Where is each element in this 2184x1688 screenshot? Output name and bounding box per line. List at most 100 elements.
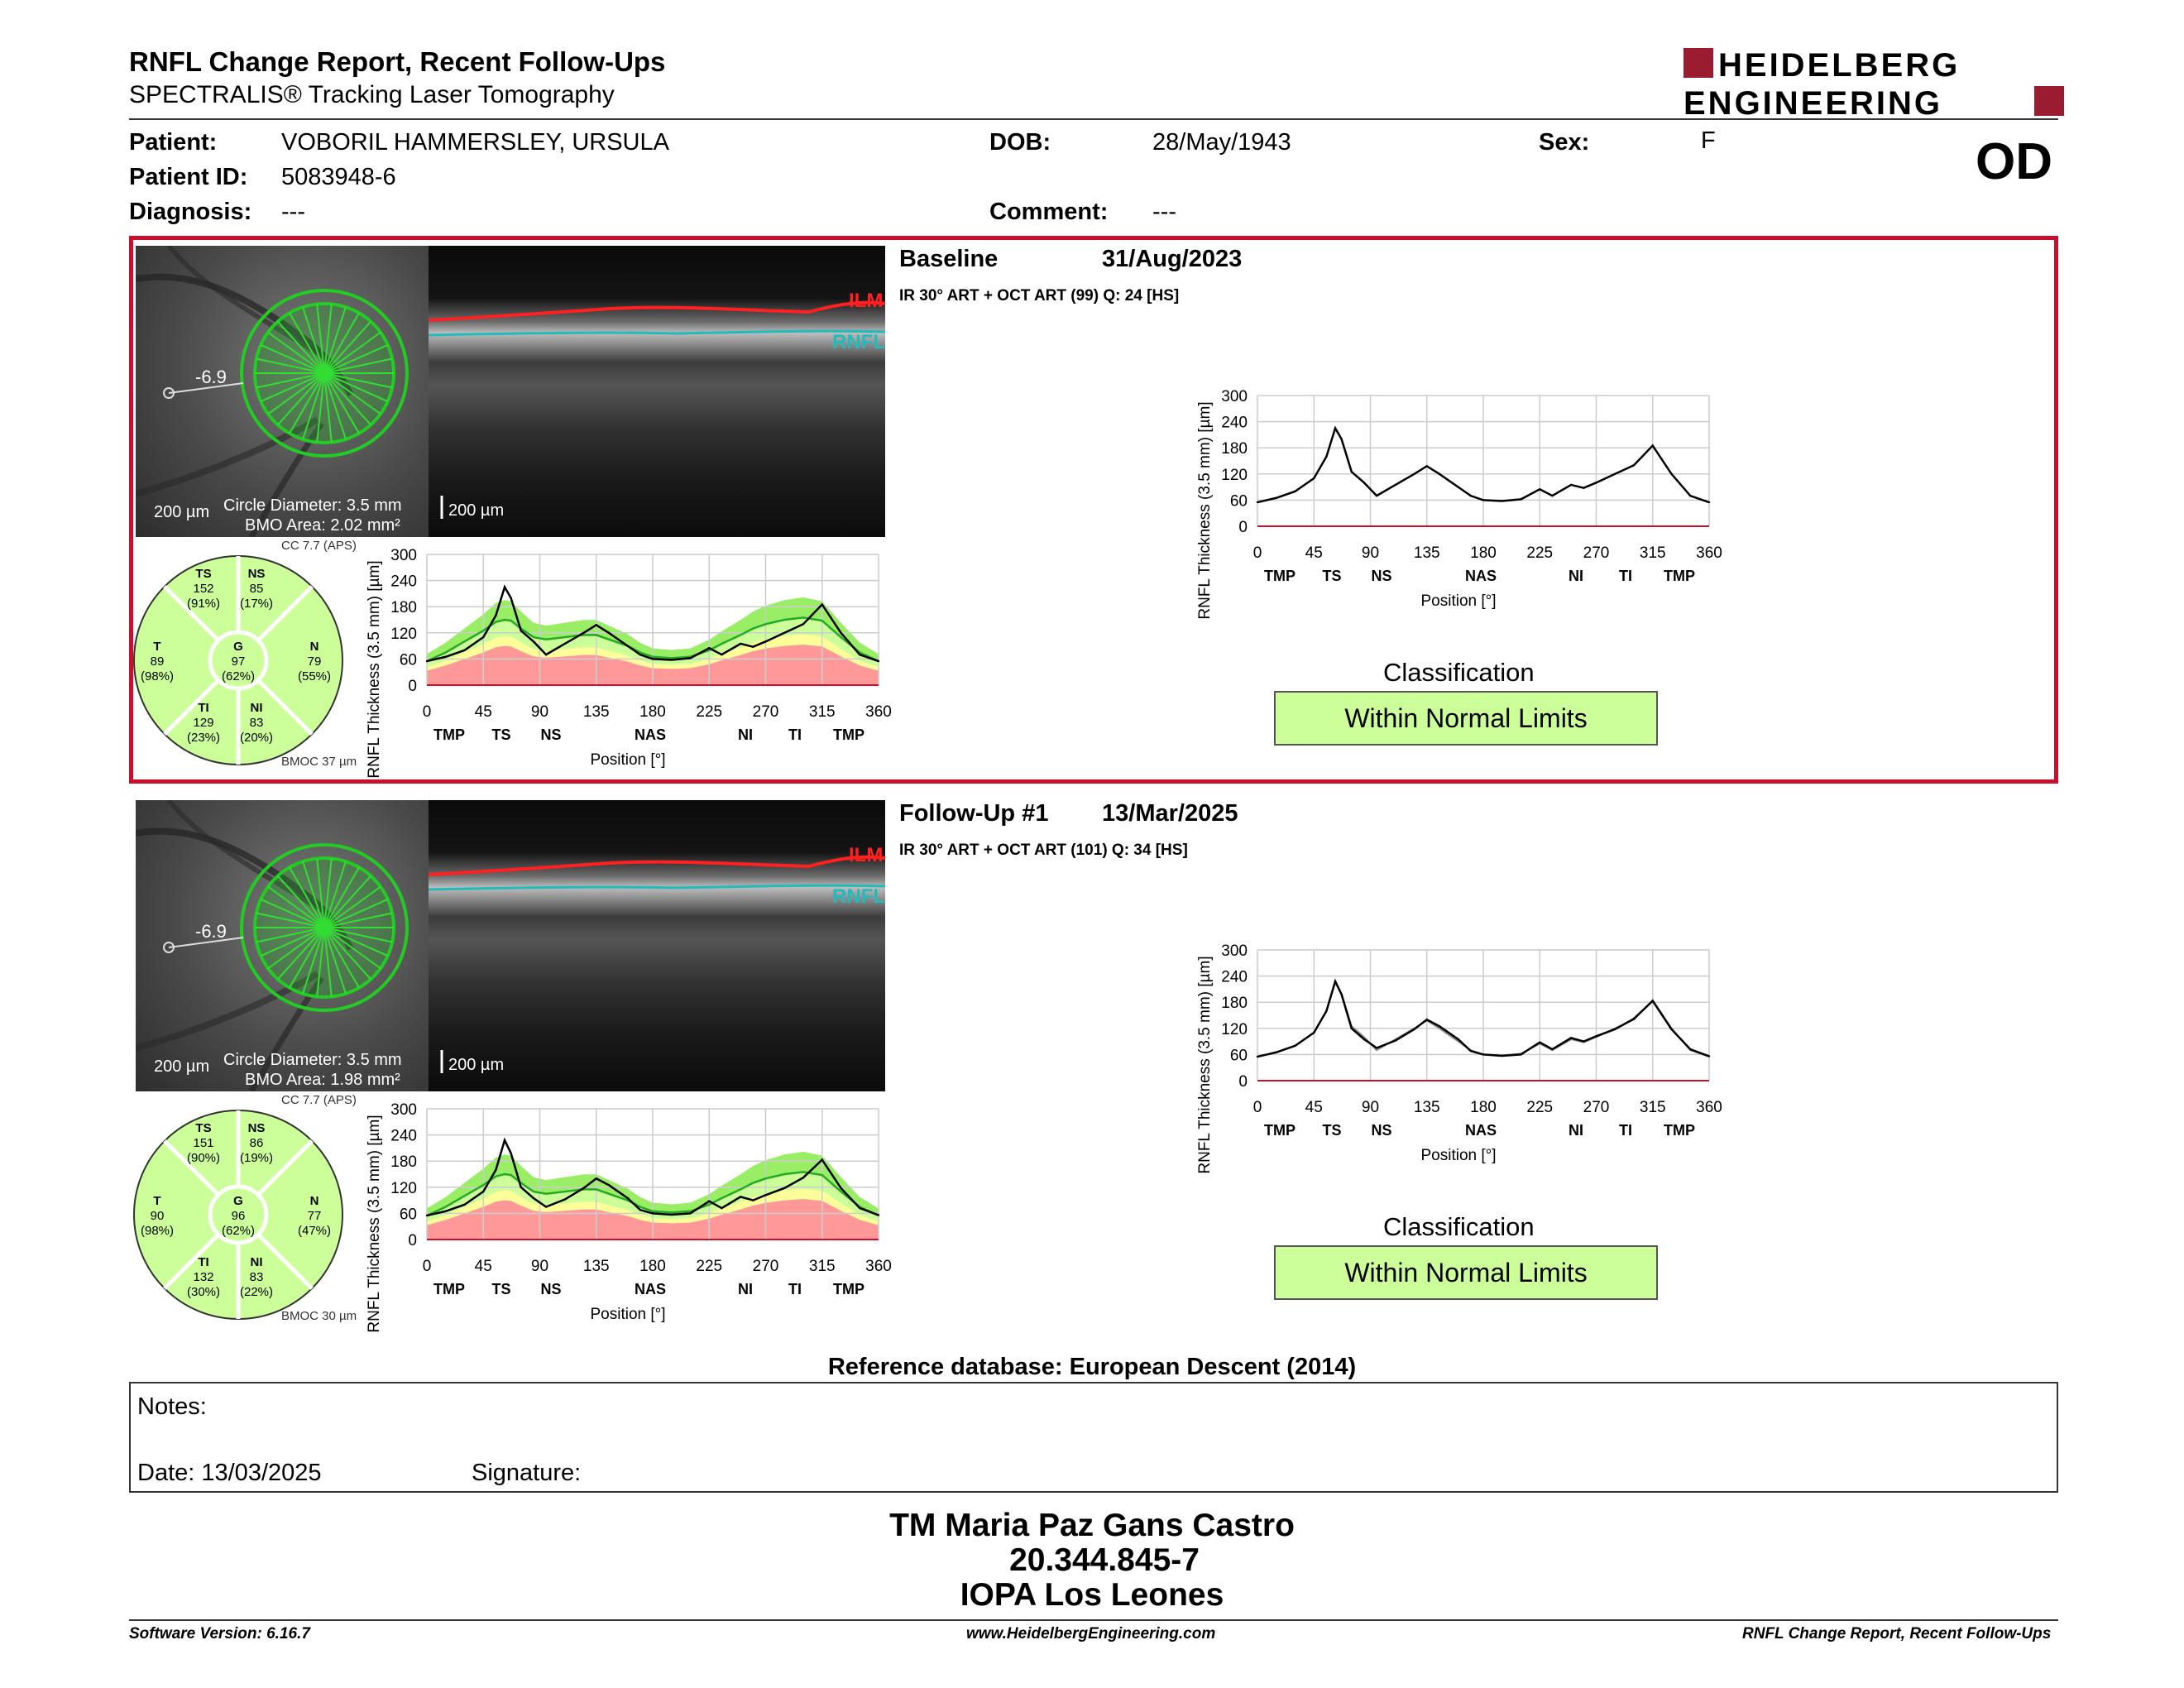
sector-ns-label: NS <box>248 567 266 581</box>
x-tick-label: 270 <box>1583 1099 1610 1116</box>
circle-diameter: Circle Diameter: 3.5 mm <box>223 496 402 515</box>
sector-t-percent: (98%) <box>141 1224 174 1238</box>
y-axis-label: RNFL Thickness (3.5 mm) [µm] <box>366 560 383 778</box>
patient-label: Patient: <box>129 129 218 156</box>
fundus-scale-label: 200 µm <box>154 503 210 521</box>
rnfl-data-point <box>752 645 754 648</box>
sector-ni-percent: (20%) <box>240 731 273 745</box>
sector-ti-value: 132 <box>193 1270 213 1284</box>
circle-offset-value: -6.9 <box>195 367 227 387</box>
rnfl-data-point <box>752 1199 754 1201</box>
rnfl-data-point <box>463 649 466 652</box>
cc-label: CC 7.7 (APS) <box>281 539 357 553</box>
sector-axis-label: TMP <box>433 727 465 743</box>
exam-title: Baseline <box>899 246 999 272</box>
rnfl-data-point <box>689 657 692 659</box>
rnfl-data-point <box>1363 1038 1366 1041</box>
rnfl-data-point <box>1539 488 1541 491</box>
sector-ni-value: 83 <box>250 716 264 730</box>
sector-axis-label: NS <box>1371 568 1391 584</box>
rnfl-data-point <box>544 1206 548 1208</box>
sector-axis-label: NI <box>738 727 753 743</box>
patient-name: VOBORIL HAMMERSLEY, URSULA <box>281 129 669 156</box>
x-tick-label: 180 <box>639 1258 666 1275</box>
rnfl-data-point <box>425 659 429 663</box>
rnfl-data-point <box>840 631 842 634</box>
rnfl-data-point <box>1363 482 1366 484</box>
website-link[interactable]: www.HeidelbergEngineering.com <box>966 1625 1216 1642</box>
y-tick-label: 300 <box>390 547 417 564</box>
sector-ts-percent: (91%) <box>187 597 220 611</box>
sector-axis-label: NS <box>1371 1122 1391 1139</box>
rnfl-data-point <box>510 1152 512 1154</box>
rnfl-data-point <box>607 1183 611 1187</box>
rnfl-data-point <box>670 1213 673 1216</box>
bmo-area: BMO Area: 2.02 mm² <box>245 516 400 535</box>
x-axis-label: Position [°] <box>1420 1147 1496 1164</box>
ilm-label: ILM <box>849 290 883 312</box>
rnfl-data-point <box>1670 1028 1673 1031</box>
x-tick-label: 135 <box>583 703 610 721</box>
x-tick-label: 135 <box>583 1258 610 1275</box>
rnfl-data-point <box>689 1212 692 1215</box>
fundus-scale-label: 200 µm <box>154 1057 210 1076</box>
classification-label: Classification <box>1383 1212 1535 1241</box>
oct-bscan-image: ILM RNFL <box>429 800 885 1091</box>
y-tick-label: 60 <box>400 651 417 669</box>
y-tick-label: 300 <box>1221 942 1248 960</box>
sector-ts-percent: (90%) <box>187 1151 220 1165</box>
rnfl-data-point <box>1425 465 1428 468</box>
sector-ti-value: 129 <box>193 716 213 730</box>
sector-axis-label: NI <box>738 1281 753 1297</box>
x-tick-label: 45 <box>475 703 492 721</box>
rnfl-data-point <box>595 624 597 626</box>
sector-axis-label: NAS <box>635 727 666 743</box>
rnfl-data-point <box>1457 1038 1459 1041</box>
rnfl-data-point <box>670 659 673 661</box>
rnfl-data-point <box>821 1158 823 1161</box>
rnfl-data-point <box>520 1186 522 1188</box>
rnfl-data-point <box>1438 472 1441 475</box>
rnfl-data-point <box>1394 1039 1397 1042</box>
sector-t-value: 90 <box>151 1209 165 1223</box>
scan-info: IR 30° ART + OCT ART (101) Q: 34 [HS] <box>899 842 1188 859</box>
svg-text:HEIDELBERG: HEIDELBERG <box>1718 47 1960 84</box>
x-tick-label: 315 <box>1640 544 1666 562</box>
x-tick-label: 135 <box>1414 1099 1440 1116</box>
sector-axis-label: TS <box>1322 568 1341 584</box>
x-tick-label: 135 <box>1414 544 1440 562</box>
rnfl-data-point <box>639 1208 642 1211</box>
y-axis-label: RNFL Thickness (3.5 mm) [µm] <box>1196 401 1214 619</box>
rnfl-data-point <box>1438 1024 1441 1028</box>
sector-ns-label: NS <box>248 1121 266 1135</box>
rnfl-data-point <box>563 1198 567 1201</box>
rnfl-series-line <box>1257 425 1710 504</box>
rnfl-data-point <box>1313 1031 1315 1034</box>
rnfl-data-point <box>1334 980 1337 983</box>
sector-ts-value: 152 <box>193 582 213 596</box>
sector-n-label: N <box>310 1194 319 1208</box>
x-tick-label: 0 <box>1253 1099 1262 1116</box>
sector-axis-label: NAS <box>635 1281 666 1297</box>
rnfl-data-point <box>1325 455 1328 458</box>
sector-g-percent: (62%) <box>222 669 255 683</box>
sector-axis-label: TS <box>1322 1122 1341 1139</box>
bscan-scale-label: 200 µm <box>448 1056 505 1074</box>
x-tick-label: 90 <box>1362 544 1379 562</box>
y-axis-label: RNFL Thickness (3.5 mm) [µm] <box>366 1115 383 1332</box>
sector-axis-label: TS <box>491 1281 510 1297</box>
rnfl-data-point <box>877 659 880 663</box>
rnfl-data-point <box>503 1139 506 1142</box>
report-name-footer: RNFL Change Report, Recent Follow-Ups <box>1742 1625 2052 1642</box>
sector-ni-label: NI <box>251 1255 263 1269</box>
rnfl-data-point <box>1520 1053 1522 1056</box>
sector-axis-label: TMP <box>1664 568 1695 584</box>
x-tick-label: 180 <box>1470 544 1497 562</box>
sector-ni-percent: (22%) <box>240 1285 273 1299</box>
report-title: RNFL Change Report, Recent Follow-Ups <box>129 46 666 77</box>
signature-label: Signature: <box>472 1460 582 1486</box>
x-tick-label: 270 <box>1583 544 1610 562</box>
rnfl-data-point <box>1520 498 1522 501</box>
